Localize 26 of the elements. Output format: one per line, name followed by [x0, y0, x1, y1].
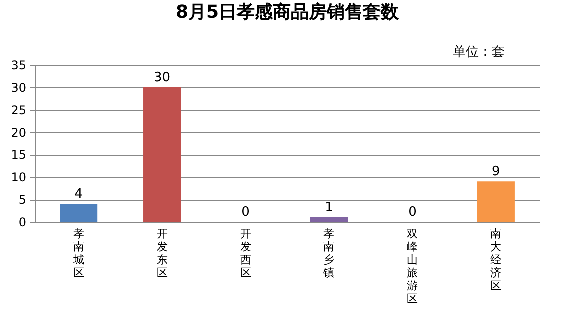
- data-label: 30: [154, 70, 171, 86]
- data-label: 0: [242, 205, 250, 220]
- chart-title: 8月5日孝感商品房销售套数: [176, 2, 400, 23]
- x-tick-label: 南大经济区: [490, 228, 502, 292]
- y-tick-label: 10: [11, 170, 26, 185]
- y-tick-label: 35: [11, 58, 26, 72]
- y-tick-label: 5: [18, 193, 26, 208]
- data-label: 1: [325, 200, 334, 216]
- x-tick-label: 开发东区: [156, 228, 168, 280]
- bar: [144, 87, 182, 222]
- bar: [310, 218, 348, 222]
- y-tick-label: 25: [11, 103, 26, 118]
- text: 单位：套: [453, 45, 505, 60]
- data-label: 0: [408, 205, 417, 220]
- bar: [60, 204, 98, 222]
- y-tick-label: 20: [11, 126, 26, 140]
- y-tick-label: 30: [11, 80, 26, 95]
- bar: [477, 182, 515, 222]
- y-tick-label: 15: [11, 148, 26, 162]
- x-tick-label: 双峰山旅游区: [407, 228, 418, 306]
- data-label: 4: [74, 187, 83, 202]
- y-tick-label: 0: [18, 216, 26, 230]
- x-tick-label: 孝南城区: [72, 228, 84, 280]
- x-tick-label: 孝南乡镇: [322, 228, 335, 280]
- x-tick-label: 开发西区: [240, 228, 252, 280]
- data-label: 9: [492, 164, 500, 180]
